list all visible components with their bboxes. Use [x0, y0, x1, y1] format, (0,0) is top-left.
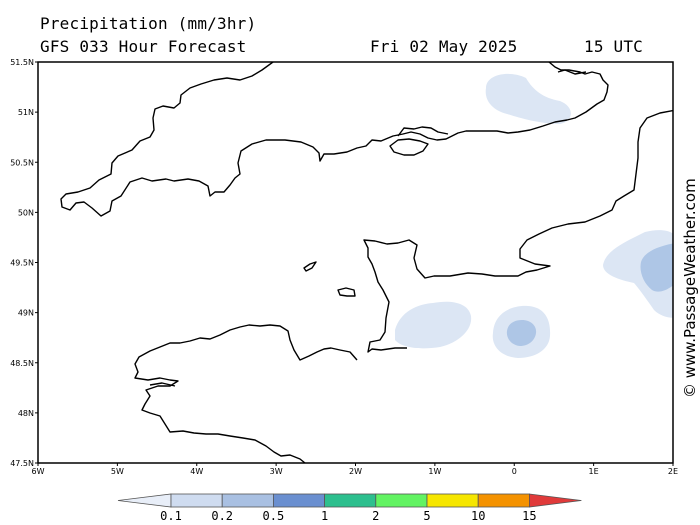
y-tick-label: 50.5N — [10, 158, 34, 167]
x-tick-label: 5W — [111, 467, 124, 476]
brittany-coastline — [134, 324, 358, 463]
x-tick-label: 2E — [668, 467, 678, 476]
france-north-coastline — [363, 109, 673, 353]
legend-swatch — [426, 493, 479, 508]
legend-label: 15 — [522, 509, 536, 523]
brest-rade — [149, 382, 176, 387]
y-tick-label: 51.5N — [10, 58, 34, 67]
y-tick-label: 49N — [18, 309, 34, 318]
map-frame — [37, 61, 674, 464]
chart-title: Precipitation (mm/3hr) — [40, 14, 257, 33]
legend-swatch — [375, 493, 428, 508]
y-tick-label: 48.5N — [10, 359, 34, 368]
x-tick-label: 0 — [512, 467, 517, 476]
coastlines — [60, 62, 673, 463]
precipitation-layer — [395, 73, 673, 358]
legend-swatch — [272, 493, 325, 508]
forecast-subtitle: GFS 033 Hour Forecast — [40, 37, 247, 56]
precip-east-area-core — [640, 243, 673, 292]
forecast-time: 15 UTC — [584, 37, 643, 56]
guernsey-island — [303, 261, 317, 272]
isle-of-wight — [389, 138, 429, 156]
legend-label: 1 — [321, 509, 328, 523]
forecast-date: Fri 02 May 2025 — [370, 37, 518, 56]
legend-swatch — [221, 493, 274, 508]
x-tick-label: 1E — [589, 467, 599, 476]
legend-label: 0.1 — [160, 509, 182, 523]
latitude-axis: 51.5N 51N 50.5N 50N 49.5N 49N 48.5N 48N 47.5N — [10, 58, 38, 468]
y-tick-label: 47.5N — [10, 459, 34, 468]
legend-swatch — [324, 493, 377, 508]
x-tick-label: 6W — [32, 467, 45, 476]
legend-swatch — [529, 493, 582, 508]
y-tick-label: 50N — [18, 208, 34, 217]
y-tick-label: 51N — [18, 108, 34, 117]
watermark: © www.PassageWeather.com — [681, 178, 699, 398]
thames-estuary-shore — [557, 69, 587, 75]
longitude-axis: 6W 5W 4W 3W 2W 1W 0 1E 2E — [32, 463, 678, 476]
x-tick-label: 3W — [270, 467, 283, 476]
legend-label: 2 — [372, 509, 379, 523]
legend-swatch — [477, 493, 530, 508]
solent-shore — [397, 126, 449, 137]
legend-label: 0.5 — [263, 509, 285, 523]
precip-channel-area-core — [506, 320, 537, 346]
jersey-island — [337, 287, 356, 297]
x-tick-label: 4W — [190, 467, 203, 476]
precip-north-sea-area — [485, 73, 571, 124]
wales-england-coastline — [60, 62, 609, 217]
legend-label: 5 — [423, 509, 430, 523]
x-tick-label: 1W — [428, 467, 441, 476]
precip-cotentin-area — [395, 301, 472, 349]
y-tick-label: 49.5N — [10, 259, 34, 268]
legend-label: 0.2 — [211, 509, 233, 523]
legend-label: 10 — [471, 509, 485, 523]
x-tick-label: 2W — [349, 467, 362, 476]
y-tick-label: 48N — [18, 409, 34, 418]
legend-swatch — [117, 493, 172, 508]
legend-swatch — [170, 493, 223, 508]
precipitation-legend: 0.1 0.2 0.5 1 2 5 10 15 — [117, 493, 582, 523]
